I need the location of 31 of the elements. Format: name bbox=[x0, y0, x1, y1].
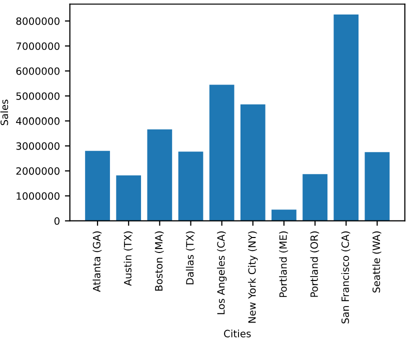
bar bbox=[85, 150, 110, 221]
x-tick-label: New York City (NY) bbox=[248, 231, 258, 323]
x-tick-label: Austin (TX) bbox=[124, 231, 133, 286]
x-tick-label: Portland (ME) bbox=[279, 231, 288, 297]
y-tick-label: 4000000 bbox=[16, 117, 60, 125]
bar bbox=[334, 14, 359, 221]
y-axis-title: Sales bbox=[0, 100, 8, 126]
bar bbox=[240, 104, 266, 221]
x-tick-label: Los Angeles (CA) bbox=[216, 231, 227, 314]
bar bbox=[302, 174, 328, 221]
y-tick-label: 6000000 bbox=[16, 67, 60, 75]
x-tick-label: Atlanta (GA) bbox=[92, 231, 102, 292]
bar bbox=[209, 84, 234, 221]
y-tick-label: 7000000 bbox=[16, 42, 60, 50]
y-tick-label: 2000000 bbox=[16, 167, 60, 175]
bar bbox=[364, 152, 390, 221]
bar bbox=[147, 129, 172, 221]
y-tick-label: 3000000 bbox=[16, 142, 60, 150]
x-tick-label: Seattle (WA) bbox=[372, 231, 382, 292]
x-tick-label: Dallas (TX) bbox=[186, 231, 195, 284]
x-tick-label: San Francisco (CA) bbox=[341, 231, 350, 324]
x-tick-label: Boston (MA) bbox=[154, 231, 164, 291]
bar bbox=[116, 175, 142, 221]
y-tick-label: 5000000 bbox=[16, 92, 60, 100]
bar bbox=[272, 210, 296, 221]
bar bbox=[178, 152, 204, 221]
y-tick-label: 0 bbox=[54, 217, 60, 225]
y-tick-label: 8000000 bbox=[16, 17, 60, 25]
y-tick-label: 1000000 bbox=[16, 192, 60, 200]
x-tick-label: Portland (OR) bbox=[310, 231, 320, 297]
x-axis-title: Cities bbox=[224, 330, 251, 338]
